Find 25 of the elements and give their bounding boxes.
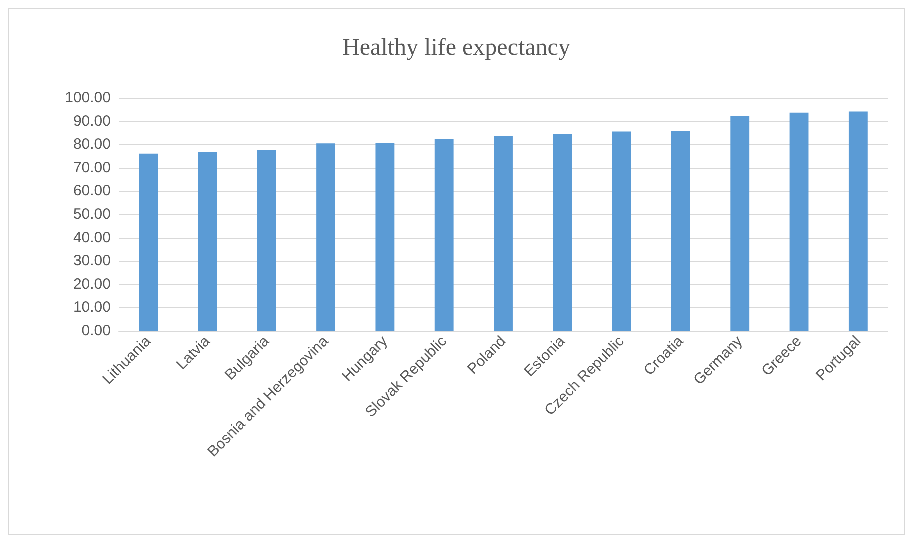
y-tick-label: 70.00	[73, 159, 111, 176]
y-tick-label: 100.00	[65, 90, 111, 106]
y-tick-label: 50.00	[73, 206, 111, 223]
y-tick-label: 90.00	[73, 112, 111, 130]
bar	[316, 144, 336, 331]
bar	[730, 116, 750, 331]
y-tick-label: 80.00	[73, 136, 111, 154]
y-tick-label: 40.00	[73, 229, 111, 246]
bar	[494, 136, 513, 331]
chart-title: Healthy life expectancy	[342, 35, 570, 61]
y-tick-label: 60.00	[73, 182, 111, 200]
bar	[612, 132, 632, 331]
bar	[434, 139, 454, 331]
bar	[257, 150, 276, 331]
bar	[376, 142, 395, 331]
y-tick-label: 30.00	[73, 252, 111, 270]
bar	[198, 152, 218, 331]
bar	[139, 154, 158, 331]
y-tick-label: 10.00	[73, 299, 111, 316]
y-tick-label: 20.00	[73, 276, 111, 293]
bar	[553, 134, 572, 331]
y-tick-label: 0.00	[82, 322, 111, 340]
bar	[671, 131, 690, 331]
bar	[848, 112, 868, 331]
bar	[790, 112, 809, 331]
